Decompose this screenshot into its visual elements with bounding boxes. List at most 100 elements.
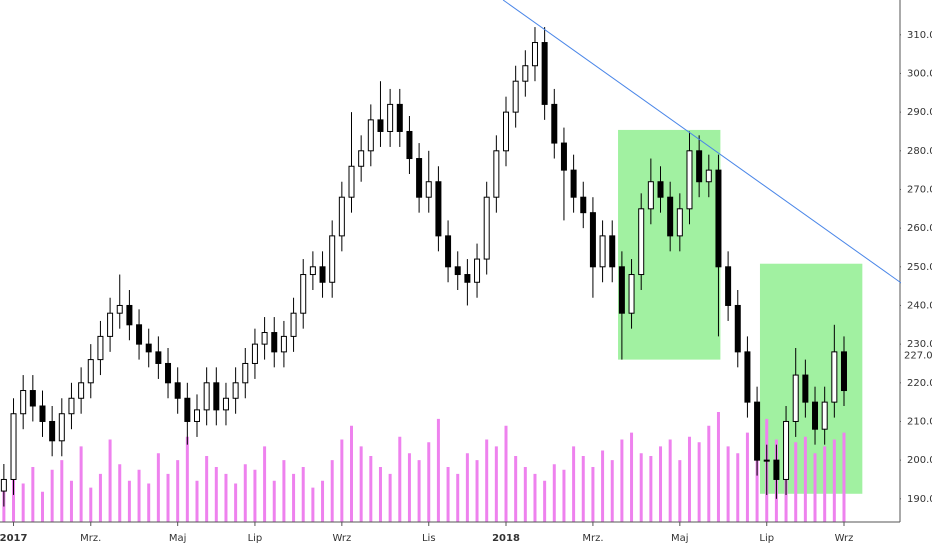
volume-bar xyxy=(21,483,25,522)
candle-body xyxy=(609,235,616,268)
candle-body xyxy=(377,119,384,132)
highlight-box xyxy=(618,129,721,360)
candle-body xyxy=(416,158,423,198)
volume-bar xyxy=(263,446,267,522)
candle-body xyxy=(763,459,770,462)
candle-body xyxy=(560,142,567,171)
volume-bar xyxy=(253,469,257,522)
volume-bar xyxy=(794,442,798,522)
x-tick-label: 2017 xyxy=(0,533,27,544)
x-tick-label: Lip xyxy=(759,533,774,544)
volume-bar xyxy=(562,469,566,522)
candle-body xyxy=(493,150,500,198)
volume-bar xyxy=(243,464,247,522)
volume-bar xyxy=(89,487,93,522)
volume-bar xyxy=(79,446,83,522)
volume-bar xyxy=(137,469,141,522)
y-tick-label: 260.0 xyxy=(907,223,932,234)
y-tick-label: 190.0 xyxy=(907,494,932,505)
volume-bar xyxy=(803,436,807,522)
volume-bar xyxy=(369,456,373,522)
x-tick-label: Wrz xyxy=(835,533,854,544)
candle-body xyxy=(792,374,799,422)
candle-body xyxy=(396,103,403,132)
volume-bar xyxy=(407,453,411,522)
candle-body xyxy=(155,351,162,364)
volume-bar xyxy=(340,439,344,522)
candle-body xyxy=(705,169,712,183)
candle-body xyxy=(812,401,819,430)
candle-body xyxy=(29,390,36,407)
volume-bar xyxy=(156,453,160,522)
volume-bar xyxy=(456,473,460,522)
y-tick-label: 250.0 xyxy=(907,262,932,273)
candle-body xyxy=(242,362,249,384)
candle-body xyxy=(193,409,200,422)
y-tick-label: 200.0 xyxy=(907,455,932,466)
candle-body xyxy=(638,208,645,276)
volume-bar xyxy=(234,483,238,522)
volume-bar xyxy=(726,446,730,522)
y-tick-label: 270.0 xyxy=(907,184,932,195)
candle-body xyxy=(821,401,828,430)
candle-body xyxy=(551,103,558,144)
volume-bar xyxy=(514,456,518,522)
volume-bar xyxy=(398,436,402,522)
candle-body xyxy=(734,304,741,353)
x-tick-label: Maj xyxy=(169,533,187,544)
volume-bar xyxy=(98,473,102,522)
x-tick-label: 2018 xyxy=(492,533,520,544)
candle-body xyxy=(580,196,587,214)
candle-body xyxy=(367,119,374,152)
volume-bar xyxy=(494,446,498,522)
candle-body xyxy=(126,304,133,326)
candle-body xyxy=(744,351,751,403)
y-tick-label: 210.0 xyxy=(907,416,932,427)
volume-bar xyxy=(31,467,35,522)
candle-body xyxy=(319,266,326,283)
volume-bar xyxy=(581,456,585,522)
candle-body xyxy=(213,382,220,411)
candle-body xyxy=(531,42,538,67)
volume-bar xyxy=(388,473,392,522)
candle-body xyxy=(10,413,17,480)
volume-bar xyxy=(272,480,276,522)
volume-bar xyxy=(736,453,740,522)
candle-body xyxy=(97,335,104,361)
candle-body xyxy=(425,181,432,198)
candle-body xyxy=(474,258,481,283)
candle-body xyxy=(541,42,548,105)
volume-bar xyxy=(813,453,817,522)
candle-body xyxy=(445,235,452,268)
volume-bar xyxy=(321,480,325,522)
volume-bar xyxy=(543,480,547,522)
candle-body xyxy=(686,150,693,210)
volume-bar xyxy=(678,460,682,522)
volume-bar xyxy=(330,460,334,522)
candle-body xyxy=(589,212,596,268)
x-tick-label: Wrz xyxy=(332,533,351,544)
x-tick-label: Maj xyxy=(671,533,689,544)
volume-bar xyxy=(630,432,634,522)
candle-body xyxy=(725,266,732,306)
volume-bar xyxy=(436,418,440,522)
candle-body xyxy=(773,459,780,480)
candle-body xyxy=(0,478,7,492)
x-tick-label: Mrz. xyxy=(80,533,101,544)
volume-bar xyxy=(118,464,122,522)
volume-bar xyxy=(50,469,54,522)
candle-body xyxy=(387,103,394,132)
volume-bar xyxy=(40,491,44,522)
candle-body xyxy=(68,397,75,415)
candle-body xyxy=(251,343,258,364)
candle-body xyxy=(570,169,577,198)
volume-bar xyxy=(176,460,180,522)
candle-body xyxy=(599,235,606,268)
candle-body xyxy=(454,266,461,276)
volume-bar xyxy=(427,442,431,522)
volume-bar xyxy=(707,425,711,522)
candle-body xyxy=(406,130,413,160)
volume-bar xyxy=(572,446,576,522)
candle-body xyxy=(696,150,703,183)
candle-body xyxy=(174,382,181,399)
